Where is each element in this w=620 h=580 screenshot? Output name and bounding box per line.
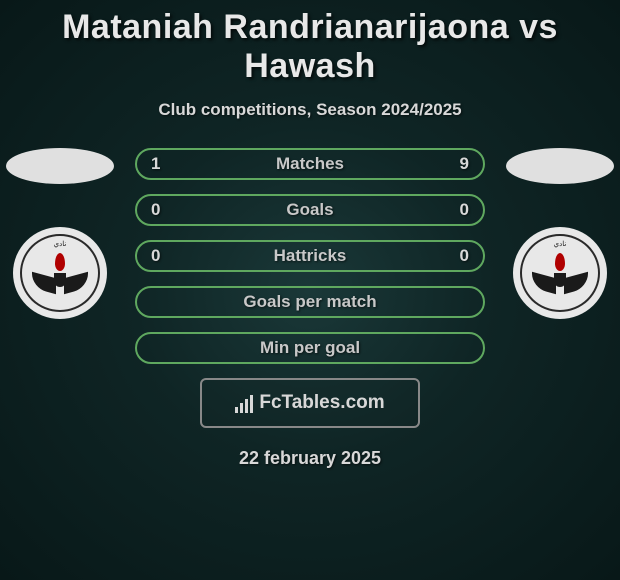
flame-icon [555, 253, 565, 271]
stat-row-goals-per-match: Goals per match [135, 286, 485, 318]
stat-label: Matches [137, 154, 483, 174]
stat-row-goals: 0 Goals 0 [135, 194, 485, 226]
stat-label: Hattricks [137, 246, 483, 266]
badge-script: نادي [22, 240, 98, 248]
stat-row-min-per-goal: Min per goal [135, 332, 485, 364]
stat-row-hattricks: 0 Hattricks 0 [135, 240, 485, 272]
stat-label: Goals per match [137, 292, 483, 312]
player-ellipse-right [506, 148, 614, 184]
branding-box: FcTables.com [200, 378, 420, 428]
badge-circle: نادي [513, 227, 607, 319]
subtitle: Club competitions, Season 2024/2025 [0, 100, 620, 120]
badge-circle: نادي [13, 227, 107, 319]
stat-label: Goals [137, 200, 483, 220]
badge-inner: نادي [520, 234, 600, 312]
badge-inner: نادي [20, 234, 100, 312]
stat-rows: 1 Matches 9 0 Goals 0 0 Hattricks 0 Goal… [135, 148, 485, 364]
date-text: 22 february 2025 [0, 448, 620, 469]
wings-icon [32, 273, 88, 293]
player-ellipse-left [6, 148, 114, 184]
club-badge-right: نادي [510, 228, 610, 318]
flame-icon [55, 253, 65, 271]
wings-icon [532, 273, 588, 293]
page-title: Mataniah Randrianarijaona vs Hawash [0, 0, 620, 86]
club-badge-left: نادي [10, 228, 110, 318]
branding-text: FcTables.com [259, 392, 384, 414]
stat-label: Min per goal [137, 338, 483, 358]
badge-script: نادي [522, 240, 598, 248]
bar-chart-icon [235, 393, 253, 413]
stats-section: نادي نادي 1 Matches 9 0 [0, 148, 620, 469]
stat-row-matches: 1 Matches 9 [135, 148, 485, 180]
